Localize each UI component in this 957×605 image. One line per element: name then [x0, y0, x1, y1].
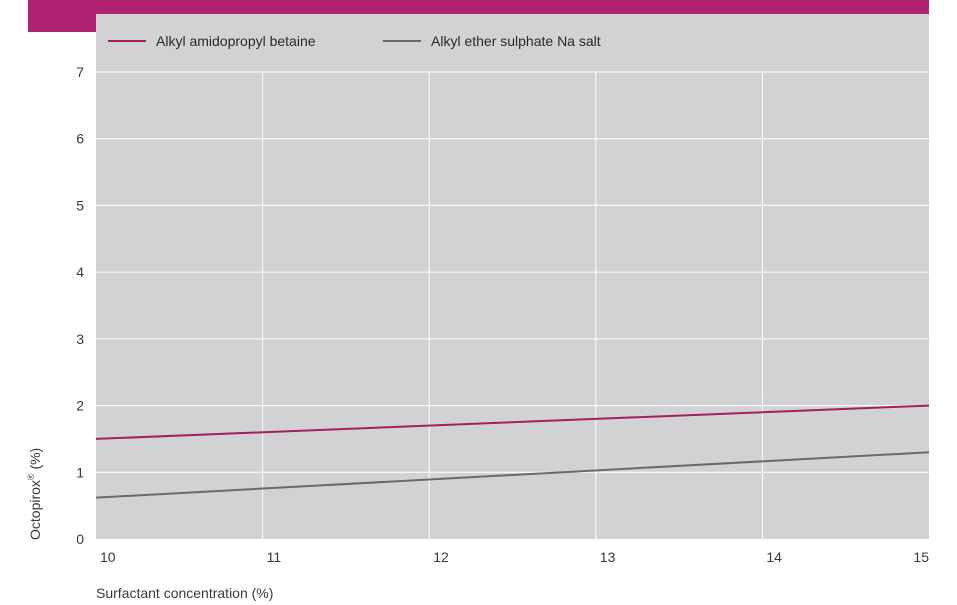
y-axis-label: Octopirox® (%): [26, 448, 43, 540]
series-line-1: [95, 404, 930, 440]
y-axis-label-suffix: (%): [27, 448, 43, 474]
y-tick-label: 0: [76, 531, 84, 547]
x-tick-label: 15: [913, 549, 929, 565]
y-tick-label: 4: [76, 264, 84, 280]
legend: Alkyl amidopropyl betaine Alkyl ether su…: [108, 33, 601, 49]
x-axis-ticks: 10 11 12 13 14 15: [100, 549, 929, 565]
y-tick-label: 5: [76, 197, 84, 213]
y-tick-label: 7: [76, 64, 84, 80]
y-tick-label: 1: [76, 464, 84, 480]
y-tick-label: 3: [76, 331, 84, 347]
x-axis-label: Surfactant concentration (%): [96, 585, 273, 601]
series-line-2: [95, 451, 930, 499]
legend-label-series-1: Alkyl amidopropyl betaine: [156, 33, 316, 49]
legend-label-series-2: Alkyl ether sulphate Na salt: [431, 33, 601, 49]
y-axis-ticks: 0 1 2 3 4 5 6 7: [76, 64, 84, 547]
x-tick-label: 13: [600, 549, 616, 565]
y-tick-label: 6: [76, 131, 84, 147]
x-tick-label: 11: [267, 549, 282, 565]
grid-lines: [96, 71, 929, 539]
x-tick-label: 12: [433, 549, 449, 565]
y-tick-label: 2: [76, 398, 84, 414]
y-axis-label-superscript: ®: [26, 473, 36, 480]
x-tick-label: 14: [766, 549, 782, 565]
plot-area: [96, 14, 929, 539]
y-axis-label-base: Octopirox: [27, 480, 43, 540]
series-lines: [95, 404, 930, 499]
x-tick-label: 10: [100, 549, 116, 565]
